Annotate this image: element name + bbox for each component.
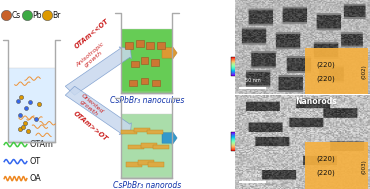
Point [36, 102, 42, 105]
Point [24, 14, 30, 17]
Text: Cs: Cs [11, 11, 20, 20]
Text: Oriented
growth: Oriented growth [77, 93, 104, 119]
Text: CsPbBr₃ nanocubes: CsPbBr₃ nanocubes [110, 96, 184, 105]
Text: (002): (002) [361, 64, 366, 79]
Point [17, 127, 23, 130]
FancyArrow shape [65, 47, 131, 95]
FancyArrow shape [65, 86, 131, 135]
FancyBboxPatch shape [147, 42, 154, 49]
Text: (003): (003) [361, 159, 366, 174]
FancyBboxPatch shape [136, 40, 144, 47]
Text: OTAm<<OT: OTAm<<OT [74, 18, 110, 50]
Text: OTAm: OTAm [29, 140, 53, 149]
FancyBboxPatch shape [129, 80, 137, 86]
FancyBboxPatch shape [147, 130, 163, 134]
FancyBboxPatch shape [126, 162, 142, 167]
Point [14, 99, 20, 102]
Point [22, 122, 28, 125]
Text: Nanorods: Nanorods [295, 97, 337, 106]
Point [20, 126, 26, 129]
Text: 50 nm: 50 nm [245, 78, 260, 83]
FancyBboxPatch shape [138, 160, 154, 165]
Point [17, 114, 23, 117]
FancyBboxPatch shape [148, 162, 164, 167]
Text: Pb: Pb [32, 11, 42, 20]
Text: Anisotropic
growth: Anisotropic growth [75, 41, 109, 72]
FancyBboxPatch shape [131, 61, 139, 67]
Text: CsPbBr₃ nanorods: CsPbBr₃ nanorods [113, 181, 181, 189]
Text: OT: OT [29, 157, 40, 166]
Point [18, 96, 24, 99]
FancyBboxPatch shape [121, 130, 137, 134]
Text: (220): (220) [316, 170, 335, 176]
Polygon shape [121, 29, 172, 93]
FancyBboxPatch shape [141, 78, 148, 84]
FancyBboxPatch shape [151, 59, 159, 66]
Polygon shape [8, 68, 55, 142]
FancyBboxPatch shape [305, 142, 368, 189]
Point [3, 14, 9, 17]
Point [27, 100, 33, 103]
FancyBboxPatch shape [153, 145, 169, 149]
Polygon shape [121, 114, 172, 178]
FancyArrow shape [162, 46, 177, 60]
Text: (220): (220) [316, 156, 335, 162]
FancyBboxPatch shape [152, 80, 160, 86]
FancyBboxPatch shape [141, 143, 157, 148]
FancyBboxPatch shape [305, 48, 368, 94]
FancyBboxPatch shape [141, 57, 148, 64]
FancyBboxPatch shape [157, 42, 165, 49]
FancyBboxPatch shape [125, 42, 133, 49]
Text: (220): (220) [316, 75, 335, 82]
Point [44, 14, 50, 17]
Text: Br: Br [52, 11, 61, 20]
Text: OTAm>>OT: OTAm>>OT [72, 111, 109, 143]
Point [25, 129, 31, 132]
FancyBboxPatch shape [128, 145, 144, 149]
Text: 50 nm: 50 nm [245, 173, 260, 178]
Point [34, 118, 40, 121]
FancyBboxPatch shape [134, 128, 150, 132]
Text: (220): (220) [316, 61, 335, 67]
Point [23, 106, 28, 109]
FancyArrow shape [162, 131, 177, 145]
Text: OA: OA [29, 174, 41, 183]
